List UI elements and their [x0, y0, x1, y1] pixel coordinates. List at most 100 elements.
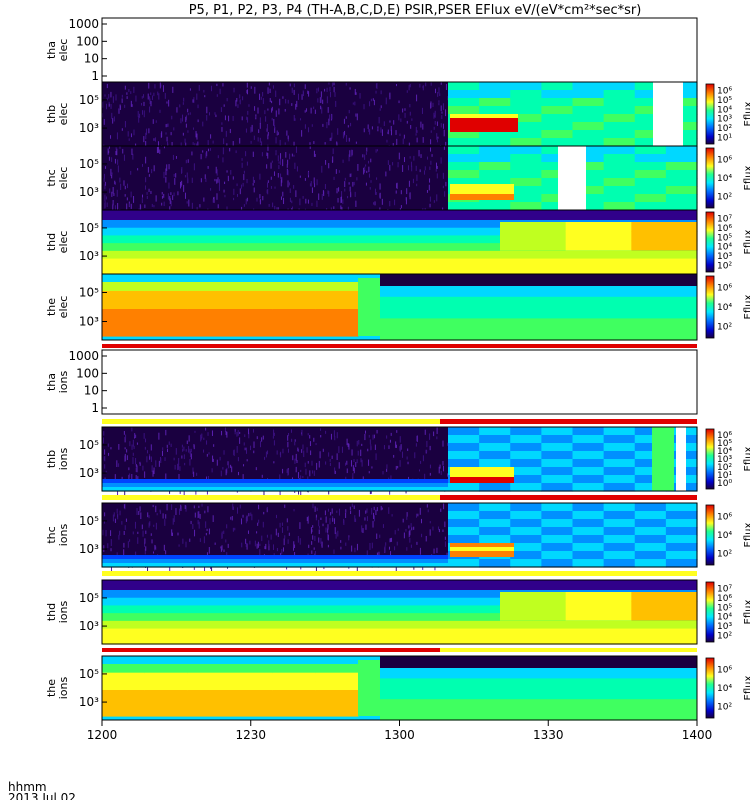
flux-cells	[598, 222, 632, 232]
noise-speck	[396, 430, 398, 433]
noise-speck	[112, 200, 114, 203]
survey-cells	[603, 138, 636, 147]
noise-speck	[103, 437, 105, 444]
x-tick-label: 1300	[384, 728, 415, 742]
noise-speck	[245, 198, 247, 205]
noise-speck	[429, 445, 431, 451]
y-axis-label-line: ions	[57, 676, 70, 699]
date-label: 2013 Jul 02	[8, 791, 76, 800]
noise-speck	[334, 518, 336, 524]
noise-speck	[293, 547, 295, 551]
noise-speck	[399, 446, 401, 451]
mode-bar	[102, 419, 440, 424]
noise-speck	[125, 434, 127, 439]
noise-speck	[179, 466, 181, 471]
noise-speck	[188, 199, 190, 207]
noise-speck	[242, 182, 244, 187]
noise-speck	[392, 162, 394, 166]
noise-speck	[324, 184, 326, 189]
noise-speck	[333, 176, 335, 180]
noise-speck	[304, 178, 306, 181]
noise-speck	[217, 204, 219, 209]
flux-cells	[532, 231, 567, 242]
plasma-noise	[102, 146, 448, 210]
noise-speck	[260, 96, 262, 100]
noise-speck	[365, 152, 367, 155]
noise-speck	[261, 474, 263, 478]
noise-speck	[433, 548, 435, 554]
noise-speck	[440, 123, 442, 128]
noise-speck	[297, 535, 299, 543]
survey-cells	[510, 511, 542, 520]
noise-speck	[318, 537, 320, 543]
noise-speck	[296, 459, 298, 464]
noise-speck	[227, 543, 229, 548]
noise-speck	[248, 428, 250, 435]
noise-speck	[169, 206, 171, 213]
survey-cells	[510, 154, 542, 163]
noise-speck	[367, 124, 369, 129]
survey-cells	[479, 162, 511, 171]
noise-speck	[380, 105, 382, 109]
survey-cells	[634, 427, 667, 436]
noise-speck	[277, 132, 279, 135]
survey-cells	[510, 114, 542, 123]
flux-cells	[598, 601, 632, 612]
noise-speck	[324, 142, 326, 145]
noise-speck	[327, 533, 329, 540]
noise-speck	[291, 103, 293, 106]
hot-plasma-cells	[230, 300, 274, 310]
survey-cells	[603, 519, 636, 528]
noise-speck	[128, 89, 130, 92]
noise-speck	[372, 520, 374, 528]
noise-speck	[223, 104, 225, 107]
colorbar-frame	[705, 428, 715, 490]
survey-cells	[479, 527, 511, 536]
noise-speck	[237, 471, 239, 476]
survey-cells	[541, 427, 574, 436]
noise-speck	[345, 509, 347, 513]
noise-speck	[168, 441, 170, 445]
noise-speck	[121, 521, 123, 525]
noise-speck	[146, 128, 148, 135]
noise-speck	[266, 534, 268, 538]
noise-speck	[292, 206, 294, 211]
noise-speck	[137, 168, 139, 171]
survey-cells	[665, 146, 698, 155]
noise-speck	[320, 538, 322, 544]
survey-cells	[603, 178, 636, 187]
noise-speck	[271, 108, 273, 113]
noise-speck	[211, 468, 213, 473]
survey-cells	[634, 527, 667, 536]
survey-cells	[448, 162, 480, 171]
noise-speck	[135, 551, 137, 557]
hot-plasma-cells	[187, 327, 231, 337]
survey-cells	[603, 170, 636, 179]
noise-speck	[246, 179, 248, 184]
noise-speck	[433, 200, 435, 203]
colorbar-tick-label: 10⁷	[717, 585, 732, 595]
noise-speck	[170, 192, 172, 196]
noise-speck	[272, 435, 274, 439]
noise-speck	[114, 205, 116, 212]
noise-speck	[381, 129, 383, 136]
noise-speck	[321, 193, 323, 200]
survey-cells	[541, 435, 574, 444]
noise-speck	[131, 104, 133, 107]
noise-speck	[409, 83, 411, 88]
y-axis-label: theions	[45, 676, 70, 699]
noise-speck	[153, 524, 155, 527]
noise-speck	[390, 551, 392, 557]
noise-speck	[444, 536, 446, 540]
y-axis-label-line: elec	[57, 103, 70, 126]
noise-speck	[334, 436, 336, 441]
noise-speck	[104, 520, 106, 524]
survey-cells	[510, 178, 542, 187]
noise-speck	[275, 110, 277, 117]
colorbar-tick-label: 10⁵	[717, 439, 732, 449]
survey-cells	[665, 551, 698, 560]
colorbar-tick-label: 10⁶	[717, 431, 732, 441]
noise-speck	[165, 132, 167, 135]
noise-speck	[289, 83, 291, 87]
noise-speck	[442, 185, 444, 189]
